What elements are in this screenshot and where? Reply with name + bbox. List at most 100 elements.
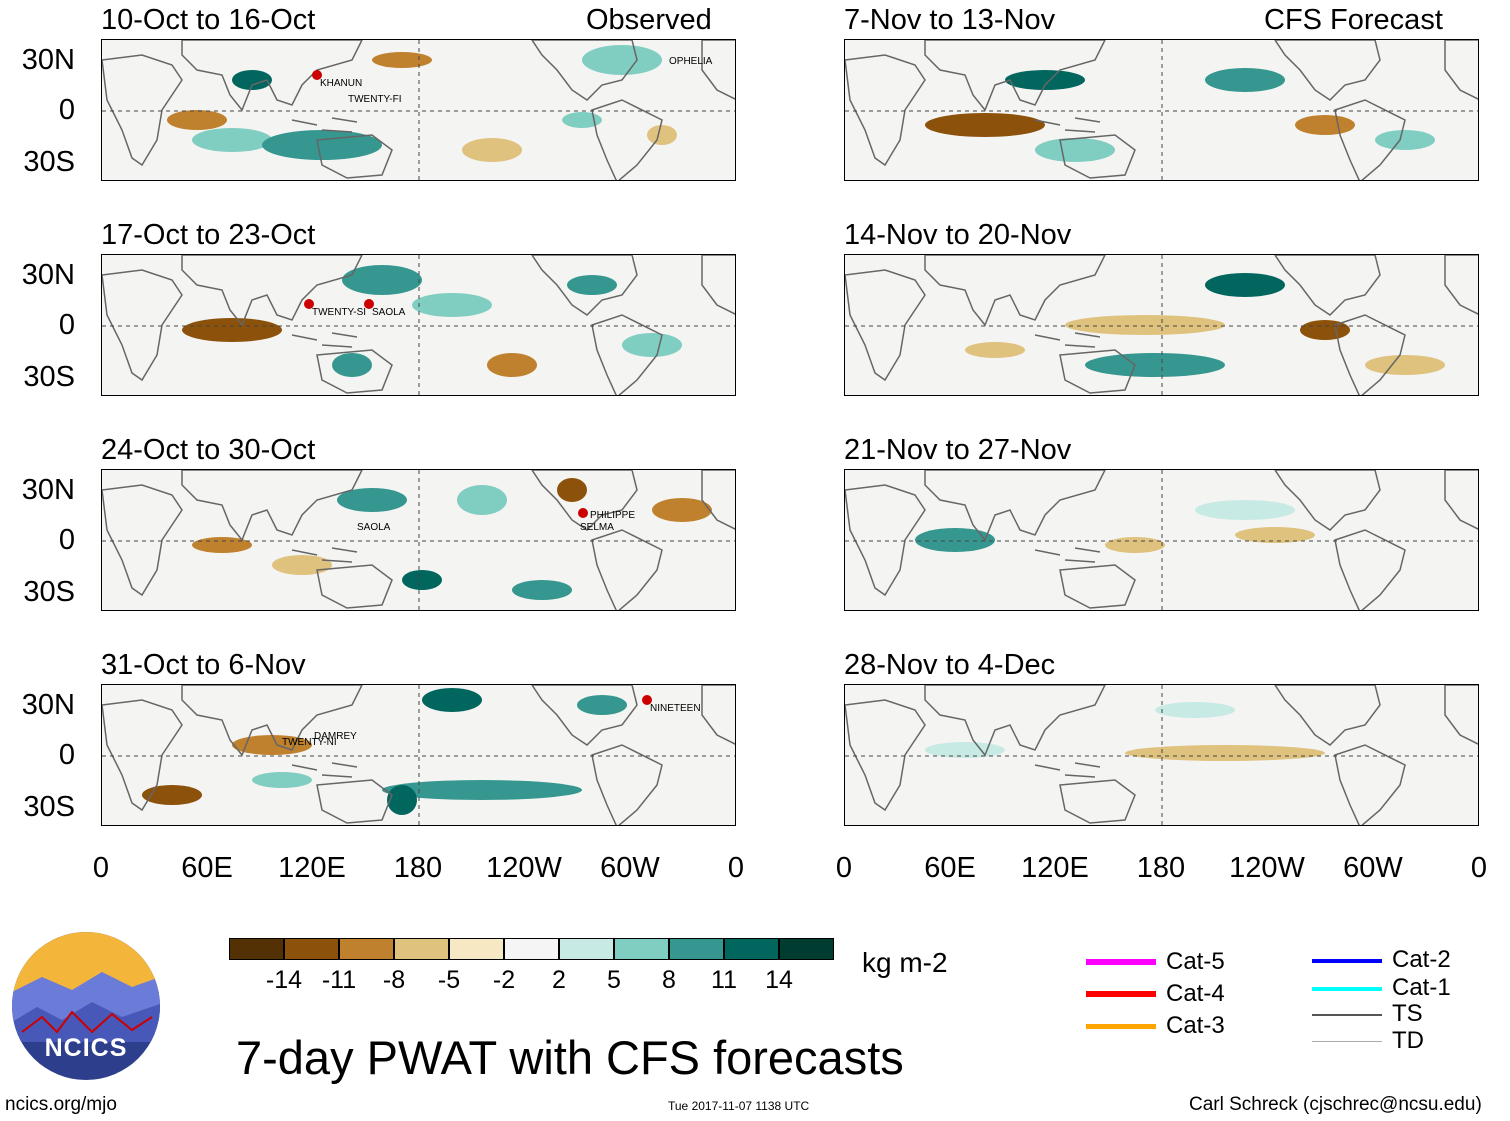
storm-label-saola: SAOLA [372, 307, 406, 318]
lat-label: 30N [21, 474, 75, 506]
legend-line [1086, 991, 1156, 997]
lon-label: 0 [92, 852, 110, 884]
colorbar-unit: kg m-2 [862, 947, 948, 978]
storm-label-twenty-fi: TWENTY-FI [348, 94, 402, 105]
lon-label: 60W [600, 852, 660, 884]
hurricane-symbol-icon [304, 299, 314, 309]
lon-label: 120W [486, 852, 562, 884]
lat-label: 30N [21, 259, 75, 291]
storm-label-ophelia: OPHELIA [669, 56, 713, 67]
legend-label: Cat-4 [1166, 980, 1225, 1007]
storm-label-damrey: DAMREY [314, 731, 357, 742]
colorbar-tick: -14 [265, 966, 303, 994]
pwat-map-forecast-3 [844, 469, 1479, 611]
logo-text: NCICS [44, 1034, 128, 1062]
lon-label: 0 [727, 852, 745, 884]
storm-label-saola: SAOLA [357, 522, 391, 533]
lat-label: 30S [23, 146, 75, 178]
footer-credit: Carl Schreck (cjschrec@ncsu.edu) [1189, 1094, 1482, 1115]
hurricane-symbol-icon [364, 299, 374, 309]
colorbar-tick: 11 [711, 966, 737, 994]
lat-label: 30S [23, 791, 75, 823]
lat-label: 30N [21, 689, 75, 721]
pwat-map-forecast-1 [844, 39, 1479, 181]
colorbar-tick: -8 [382, 966, 406, 994]
lon-label: 180 [393, 852, 443, 884]
pwat-map-observed-1: KHANUN TWENTY-FI OPHELIA [101, 39, 736, 181]
hurricane-symbol-icon [642, 695, 652, 705]
lon-label: 120E [278, 852, 346, 884]
legend-label: TD [1392, 1027, 1424, 1054]
legend-line [1312, 987, 1382, 991]
lat-label: 0 [58, 309, 75, 341]
storm-label-selma: SELMA [580, 522, 614, 533]
footer-timestamp: Tue 2017-11-07 1138 UTC [668, 1099, 810, 1113]
lon-label: 120W [1229, 852, 1305, 884]
legend-line [1312, 1041, 1382, 1042]
storm-label-khanun: KHANUN [320, 78, 363, 89]
panel-date-range: 24-Oct to 30-Oct [101, 434, 316, 466]
colorbar-tick: -5 [437, 966, 461, 994]
lat-label: 0 [58, 94, 75, 126]
colorbar-tick: -2 [492, 966, 516, 994]
pwat-map-observed-2: TWENTY-SI SAOLA [101, 254, 736, 396]
legend-label: Cat-1 [1392, 974, 1451, 1001]
ncics-logo: NCICS [12, 932, 160, 1080]
colorbar-cell [229, 938, 284, 960]
panel-date-range: 10-Oct to 16-Oct [101, 4, 316, 36]
pwat-map-observed-4: TWENTY-NI DAMREY NINETEEN [101, 684, 736, 826]
storm-label-philippe: PHILIPPE [590, 510, 636, 521]
lat-label: 0 [58, 739, 75, 771]
colorbar-tick: 5 [607, 966, 621, 994]
colorbar: -14 -11 -8 -5 -2 2 5 8 11 14 [229, 938, 834, 998]
colorbar-cell [614, 938, 669, 960]
legend-line [1312, 959, 1382, 963]
lon-label: 180 [1136, 852, 1186, 884]
colorbar-tick: 14 [765, 966, 793, 994]
colorbar-cell [339, 938, 394, 960]
storm-label-nineteen: NINETEEN [650, 703, 701, 714]
lon-label: 0 [835, 852, 853, 884]
lon-label: 60E [181, 852, 233, 884]
legend-label: Cat-3 [1166, 1012, 1225, 1039]
panel-date-range: 17-Oct to 23-Oct [101, 219, 316, 251]
pwat-map-observed-3: SAOLA PHILIPPE SELMA [101, 469, 736, 611]
colorbar-tick: 2 [552, 966, 566, 994]
legend-label: Cat-2 [1392, 946, 1451, 973]
panel-date-range: 14-Nov to 20-Nov [844, 219, 1072, 251]
pwat-map-forecast-2 [844, 254, 1479, 396]
colorbar-tick: -11 [321, 966, 357, 994]
lon-label: 60E [924, 852, 976, 884]
panel-date-range: 21-Nov to 27-Nov [844, 434, 1072, 466]
colorbar-cell [394, 938, 449, 960]
lat-label: 30N [21, 44, 75, 76]
colorbar-cell [779, 938, 834, 960]
lon-label: 60W [1343, 852, 1403, 884]
storm-label-twenty-ni: TWENTY-NI [282, 737, 337, 748]
panel-date-range: 28-Nov to 4-Dec [844, 649, 1056, 681]
colorbar-cell [284, 938, 339, 960]
colorbar-cell [449, 938, 504, 960]
hurricane-symbol-icon [312, 70, 322, 80]
colorbar-cell [669, 938, 724, 960]
footer-url[interactable]: ncics.org/mjo [5, 1094, 117, 1115]
lat-label: 0 [58, 524, 75, 556]
lat-label: 30S [23, 576, 75, 608]
legend-label: TS [1392, 1000, 1423, 1027]
hurricane-symbol-icon [578, 508, 588, 518]
legend-line [1312, 1014, 1382, 1016]
panel-date-range: 7-Nov to 13-Nov [844, 4, 1056, 36]
storm-label-twenty-si: TWENTY-SI [312, 307, 367, 318]
colorbar-cell [559, 938, 614, 960]
lon-label: 0 [1470, 852, 1488, 884]
panel-date-range: 31-Oct to 6-Nov [101, 649, 306, 681]
legend-line [1086, 959, 1156, 965]
panel-header-cfs-forecast: CFS Forecast [1264, 4, 1443, 36]
colorbar-cell [724, 938, 779, 960]
lat-label: 30S [23, 361, 75, 393]
panel-header-observed: Observed [586, 4, 712, 36]
legend-line [1086, 1024, 1156, 1029]
legend-label: Cat-5 [1166, 948, 1225, 975]
pwat-map-forecast-4 [844, 684, 1479, 826]
main-title: 7-day PWAT with CFS forecasts [236, 1031, 904, 1084]
